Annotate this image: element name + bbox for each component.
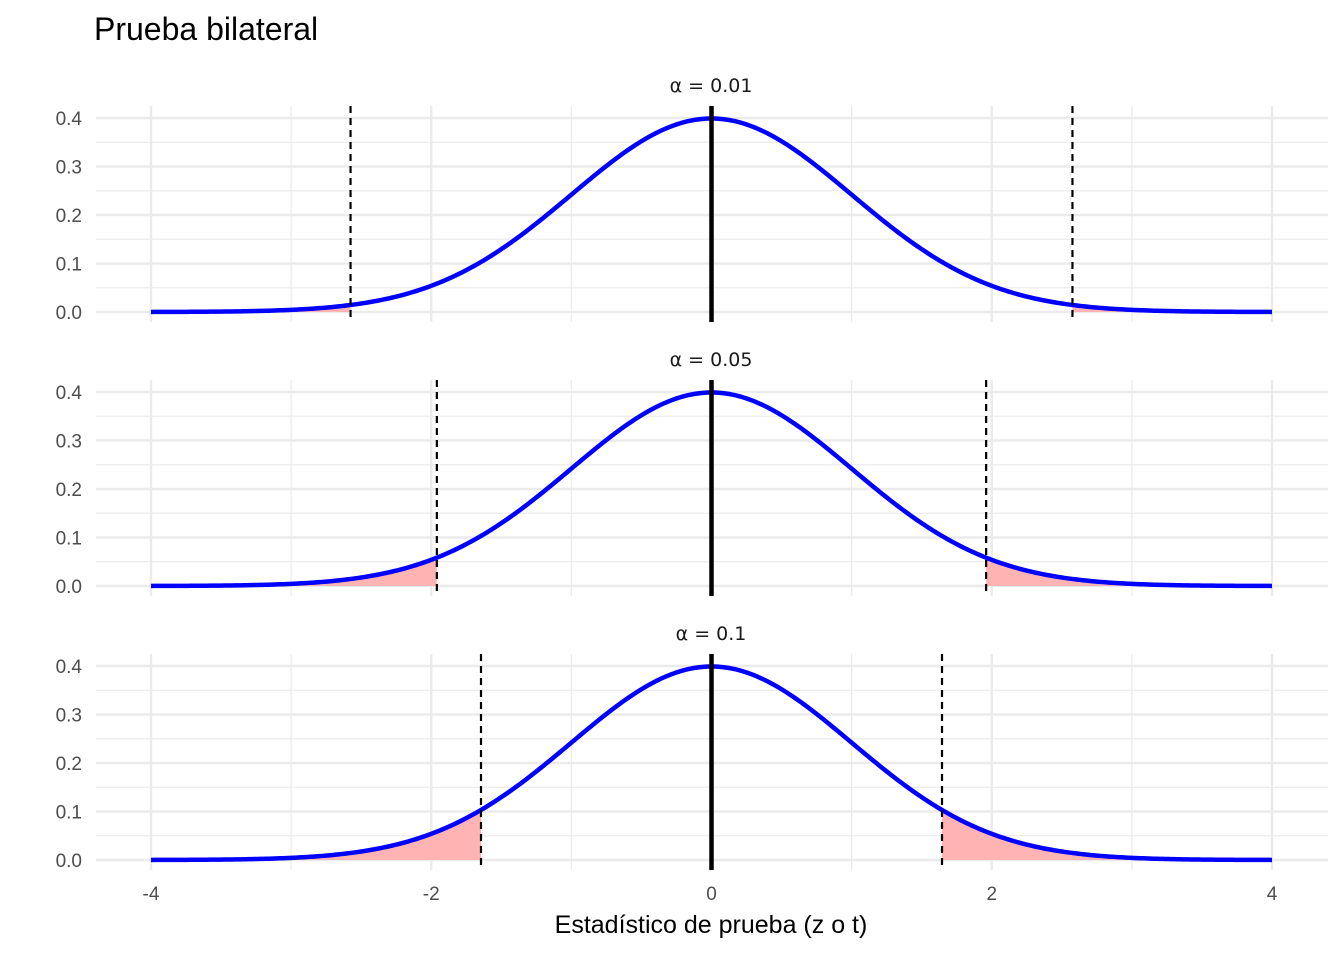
y-tick-label: 0.1 [56,255,82,276]
facet-panels: α = 0.01 0.0 0.1 0.2 0.3 0.4 α = 0.05 0.0 0.1 0.2… [56,75,1328,872]
y-tick-label: 0.0 [56,303,82,324]
y-tick-label: 0.1 [56,803,82,824]
x-tick-label: -2 [423,884,440,905]
y-tick-label: 0.3 [56,432,82,453]
y-tick-label: 0.4 [56,109,83,130]
x-axis-label: Estadístico de prueba (z o t) [555,911,868,939]
x-tick-label: 0 [706,884,717,905]
x-tick-label: 2 [986,884,997,905]
y-tick-label: 0.2 [56,480,82,501]
panel-3: α = 0.1 0.0 0.1 0.2 0.3 0.4 [56,623,1328,872]
chart-title: Prueba bilateral [94,11,318,47]
y-tick-label: 0.4 [56,383,83,404]
x-tick-label: -4 [143,884,160,905]
panel-strip-label: α = 0.1 [676,623,747,645]
panel-2: α = 0.05 0.0 0.1 0.2 0.3 0.4 [56,349,1328,598]
y-tick-label: 0.2 [56,206,82,227]
y-tick-label: 0.3 [56,158,82,179]
panel-strip-label: α = 0.01 [670,75,753,97]
y-tick-label: 0.2 [56,754,82,775]
y-tick-label: 0.0 [56,851,82,872]
x-axis: -4 -2 0 2 4 [143,884,1278,905]
y-tick-label: 0.1 [56,529,82,550]
rejection-region-right [942,809,1272,860]
y-tick-label: 0.3 [56,706,82,727]
x-tick-label: 4 [1267,884,1278,905]
y-tick-label: 0.0 [56,577,82,598]
y-tick-label: 0.4 [56,657,83,678]
panel-strip-label: α = 0.05 [670,349,753,371]
rejection-region-left [151,809,481,860]
panel-1: α = 0.01 0.0 0.1 0.2 0.3 0.4 [56,75,1328,324]
